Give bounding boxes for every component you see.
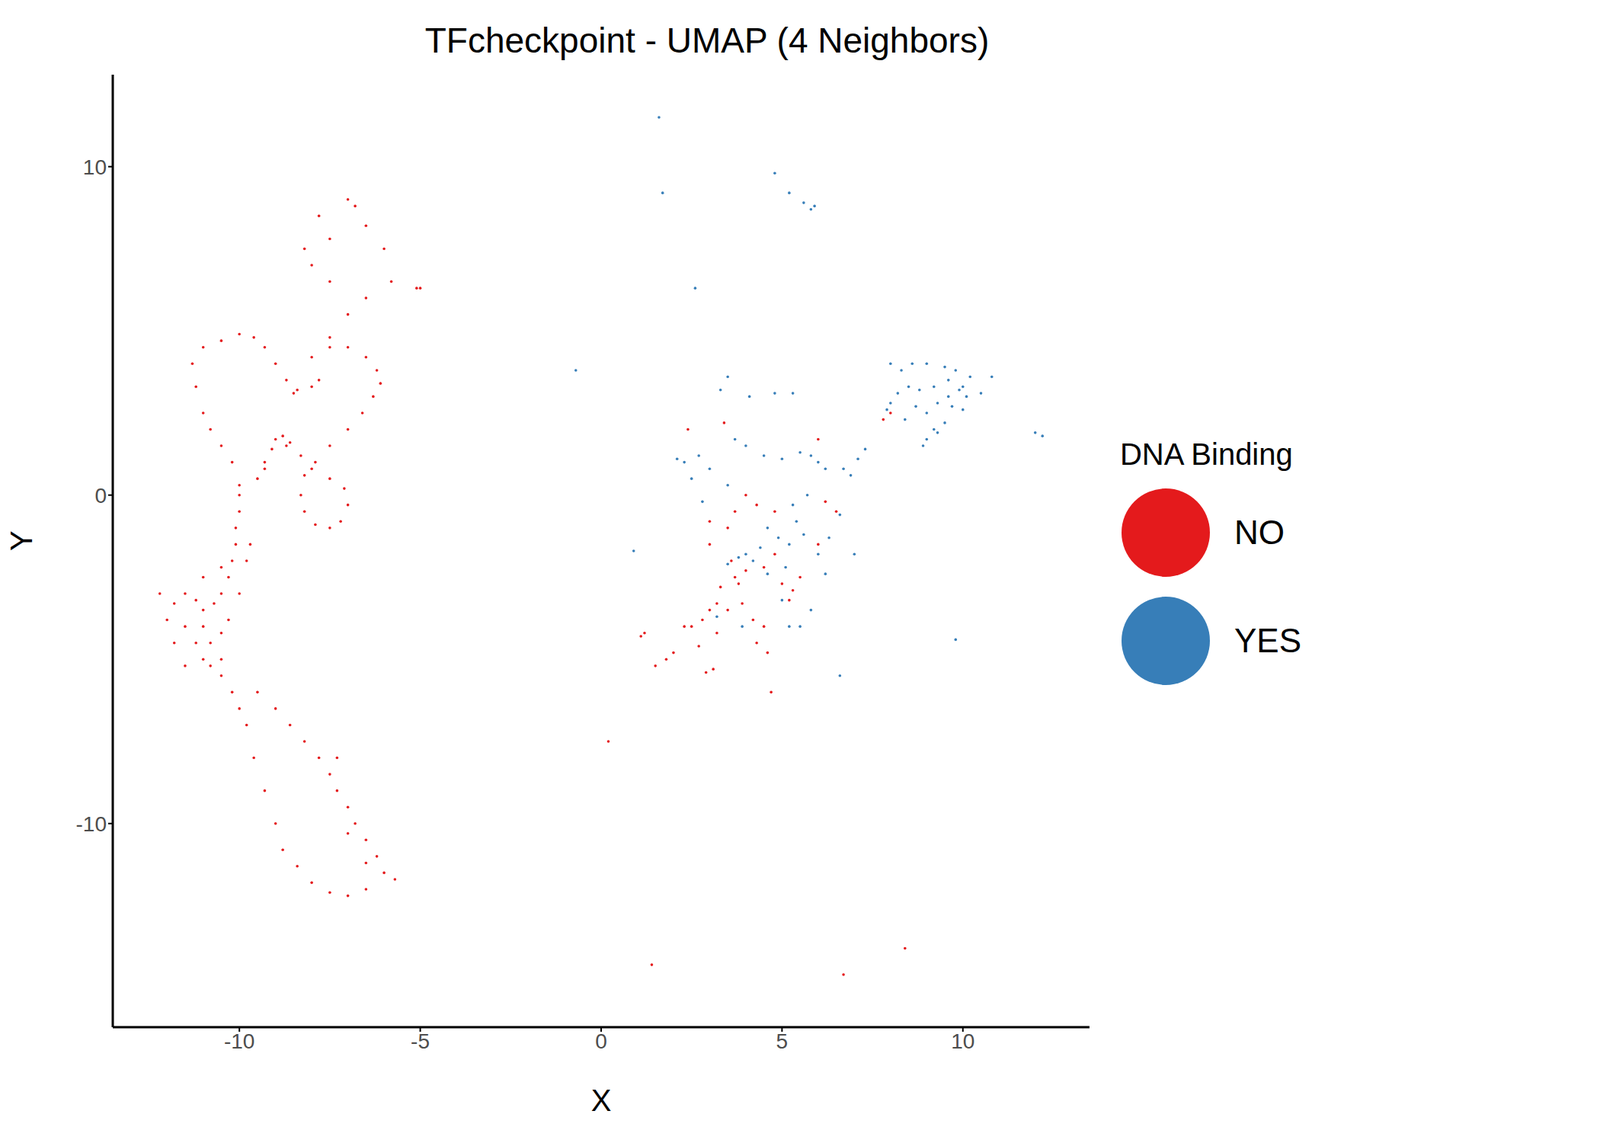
html-text:YES: YES — [1234, 621, 1302, 659]
svg-text:5: 5 — [776, 1029, 789, 1053]
svg-text:0: 0 — [595, 1029, 608, 1053]
html-text:NO: NO — [1234, 513, 1285, 551]
svg-text:0: 0 — [94, 483, 107, 508]
svg-text:-10: -10 — [76, 812, 107, 836]
html-text:DNA Binding: DNA Binding — [1120, 436, 1293, 471]
svg-text:10: 10 — [950, 1029, 975, 1053]
svg-text:10: 10 — [83, 155, 107, 180]
svg-text:-10: -10 — [224, 1029, 255, 1053]
svg-text:-5: -5 — [410, 1029, 430, 1053]
svg-text:Y: Y — [6, 530, 39, 551]
svg-text:X: X — [591, 1083, 612, 1117]
html-text:TFcheckpoint - UMAP (4 Neighbo: TFcheckpoint - UMAP (4 Neighbors) — [424, 20, 990, 61]
